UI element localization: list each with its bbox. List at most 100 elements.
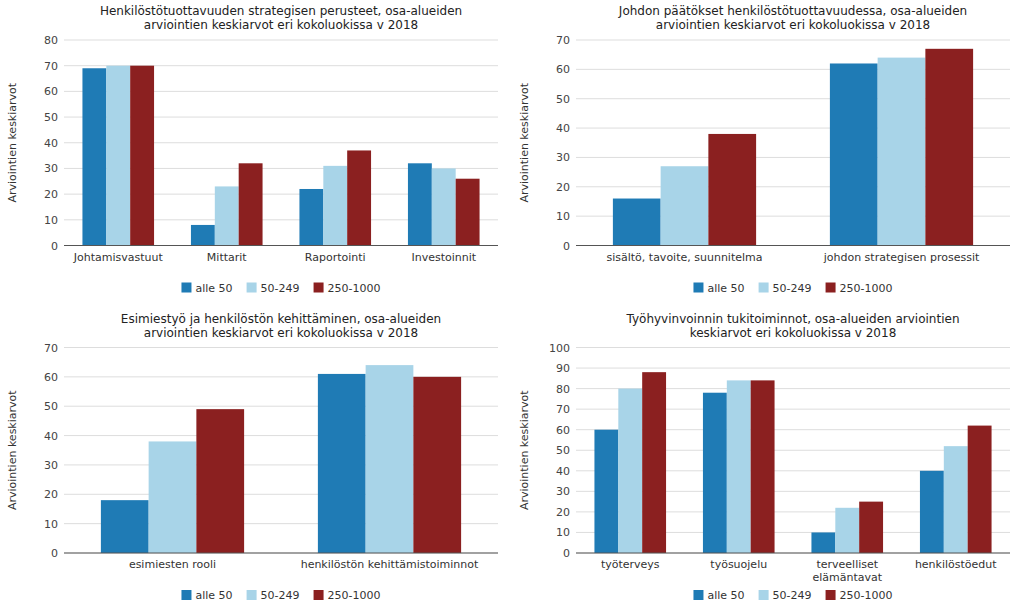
text-line: johdon strategisen prosessit <box>823 251 980 264</box>
text-line: arviointien keskiarvot eri kokoluokissa … <box>656 18 930 32</box>
legend-item: alle 50 <box>693 589 744 602</box>
bar <box>299 189 323 246</box>
text-line: työsuojelu <box>710 558 767 571</box>
y-tick-label: 60 <box>44 371 58 384</box>
bar <box>811 532 835 553</box>
text-line: arviointien keskiarvot eri kokoluokissa … <box>144 326 418 340</box>
bar <box>703 393 727 553</box>
legend-item: alle 50 <box>181 282 232 295</box>
bar <box>408 163 432 245</box>
x-tick-label: Johtamisvastuut <box>73 251 164 264</box>
text-line: elämäntavat <box>812 571 882 584</box>
text-line: Työhyvinvoinnin tukitoiminnot, osa-aluei… <box>625 312 959 326</box>
legend-label: alle 50 <box>195 589 232 602</box>
bar <box>830 63 878 245</box>
bar <box>859 502 883 553</box>
grid-line <box>576 347 1010 348</box>
text-line: Mittarit <box>207 251 247 264</box>
y-axis-label: Arviointien keskiarvot <box>6 390 19 510</box>
y-tick-label: 100 <box>549 342 570 355</box>
y-tick-label: 50 <box>556 93 570 106</box>
x-tick-label: Investoinnit <box>411 251 476 264</box>
grid-line <box>64 553 498 554</box>
grid-line <box>64 347 498 348</box>
x-tick-label: henkilöstön kehittämistoiminnot <box>301 558 479 571</box>
bar <box>82 68 106 245</box>
x-tick-label: sisältö, tavoite, suunnitelma <box>606 251 762 264</box>
legend-swatch <box>826 283 836 293</box>
bar <box>727 380 751 553</box>
bar <box>642 372 666 553</box>
legend-label: 250-1000 <box>840 589 893 602</box>
text-line: Raportointi <box>305 251 366 264</box>
legend-item: 250-1000 <box>314 282 381 295</box>
y-tick-label: 60 <box>556 424 570 437</box>
text-line: Henkilöstötuottavuuden strategisen perus… <box>100 4 462 18</box>
y-tick-label: 20 <box>44 488 58 501</box>
bar <box>835 508 859 553</box>
y-tick-label: 50 <box>44 400 58 413</box>
legend-item: 250-1000 <box>314 589 381 602</box>
legend-label: alle 50 <box>707 282 744 295</box>
legend-label: 50-249 <box>261 282 300 295</box>
legend-label: alle 50 <box>195 282 232 295</box>
bar <box>366 365 414 553</box>
y-tick-label: 90 <box>556 362 570 375</box>
legend-item: 50-249 <box>247 589 300 602</box>
chart-root: Henkilöstötuottavuuden strategisen perus… <box>0 0 1024 615</box>
legend-swatch <box>247 283 257 293</box>
bar <box>432 168 456 245</box>
bar <box>106 66 130 246</box>
legend-label: 250-1000 <box>328 282 381 295</box>
legend: alle 50 50-249 250-1000 <box>693 282 892 295</box>
text-line: keskiarvot eri kokoluokissa v 2018 <box>690 326 897 340</box>
bar <box>944 446 968 553</box>
y-axis-label: Arviointien keskiarvot <box>518 82 531 202</box>
legend-swatch <box>826 590 836 600</box>
bar <box>920 471 944 553</box>
y-tick-label: 30 <box>556 485 570 498</box>
legend-label: 50-249 <box>773 282 812 295</box>
x-axis-line <box>64 245 498 246</box>
y-tick-label: 60 <box>44 85 58 98</box>
legend-label: 250-1000 <box>840 282 893 295</box>
bar <box>323 166 347 246</box>
y-tick-label: 30 <box>44 162 58 175</box>
x-axis-line <box>64 553 498 554</box>
bar <box>878 58 926 246</box>
bar <box>661 166 709 245</box>
grid-line <box>64 245 498 246</box>
legend: alle 50 50-249 250-1000 <box>181 589 380 602</box>
text-line: työterveys <box>601 558 660 571</box>
bar <box>613 199 661 246</box>
text-line: henkilöstön kehittämistoiminnot <box>301 558 479 571</box>
y-axis-label: Arviointien keskiarvot <box>518 390 531 510</box>
panel: Työhyvinvoinnin tukitoiminnot, osa-aluei… <box>518 312 1010 603</box>
x-tick-label: Mittarit <box>207 251 247 264</box>
x-tick-label: henkilöstöedut <box>915 558 997 571</box>
bars <box>613 49 973 246</box>
legend-swatch <box>693 283 703 293</box>
bar <box>413 377 461 553</box>
x-axis-line <box>576 245 1010 246</box>
grid-line <box>576 368 1010 369</box>
bar <box>925 49 973 246</box>
y-tick-label: 10 <box>556 526 570 539</box>
text-line: Investoinnit <box>411 251 476 264</box>
bar <box>318 374 366 553</box>
legend-swatch <box>314 590 324 600</box>
y-tick-label: 40 <box>556 465 570 478</box>
legend-label: 50-249 <box>773 589 812 602</box>
legend-swatch <box>693 590 703 600</box>
y-tick-label: 70 <box>44 342 58 355</box>
bar <box>618 389 642 553</box>
chart-title: Esimiestyö ja henkilöstön kehittäminen, … <box>121 312 441 340</box>
y-tick-label: 60 <box>556 63 570 76</box>
bar <box>594 430 618 553</box>
chart-title: Henkilöstötuottavuuden strategisen perus… <box>100 4 462 32</box>
x-tick-label: Raportointi <box>305 251 366 264</box>
legend: alle 50 50-249 250-1000 <box>181 282 380 295</box>
legend-swatch <box>181 283 191 293</box>
y-tick-label: 0 <box>51 547 58 560</box>
y-tick-label: 0 <box>563 240 570 253</box>
